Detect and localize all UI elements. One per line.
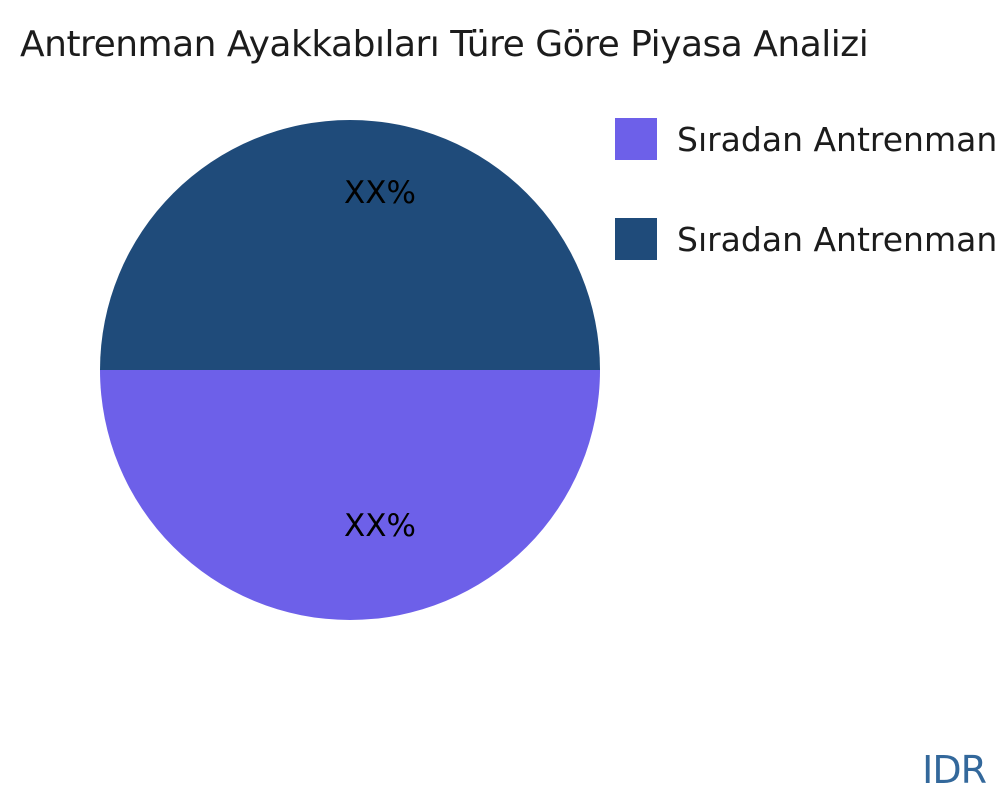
pie-slice-bottom[interactable] bbox=[100, 370, 600, 620]
legend-swatch-darkblue-rect bbox=[615, 218, 657, 260]
pie-slice-label-bottom: XX% bbox=[344, 508, 416, 544]
currency-watermark: IDR bbox=[922, 748, 987, 792]
legend-swatch-purple-icon bbox=[615, 118, 657, 160]
pie-slice-label-top: XX% bbox=[344, 175, 416, 211]
legend-label-darkblue: Sıradan Antrenman Ay bbox=[677, 219, 1000, 259]
legend: Sıradan Antrenman Ay Sıradan Antrenman A… bbox=[615, 118, 1000, 318]
legend-label-purple: Sıradan Antrenman Ay bbox=[677, 119, 1000, 159]
legend-item-purple[interactable]: Sıradan Antrenman Ay bbox=[615, 118, 1000, 160]
legend-swatch-darkblue-icon bbox=[615, 218, 657, 260]
chart-title: Antrenman Ayakkabıları Türe Göre Piyasa … bbox=[20, 24, 869, 65]
pie-slice-top[interactable] bbox=[100, 120, 600, 370]
legend-item-darkblue[interactable]: Sıradan Antrenman Ay bbox=[615, 218, 1000, 260]
pie-chart bbox=[100, 120, 600, 620]
legend-swatch-purple-rect bbox=[615, 118, 657, 160]
